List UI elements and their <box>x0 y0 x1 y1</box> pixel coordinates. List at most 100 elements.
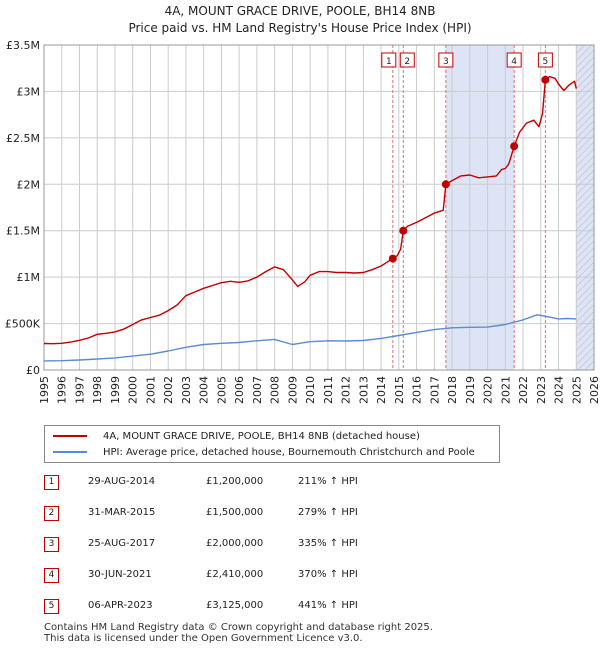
x-tick-label: 2008 <box>269 376 282 404</box>
property-series-line <box>43 75 577 345</box>
sale-number-label: 1 <box>386 57 392 67</box>
x-tick-label: 1995 <box>38 376 51 404</box>
sale-number-box <box>537 52 553 68</box>
legend-item-hpi: HPI: Average price, detached house, Bour… <box>53 445 475 459</box>
sale-number-label: 2 <box>404 57 410 67</box>
shaded-region <box>445 45 515 370</box>
x-tick-label: 2010 <box>304 376 317 404</box>
y-tick-label: £500K <box>5 318 41 331</box>
x-tick-label: 2003 <box>180 376 193 404</box>
x-tick-label: 2024 <box>553 376 566 404</box>
footer-line-2: This data is licensed under the Open Gov… <box>44 633 363 644</box>
sale-hpi-change: 335% ↑ HPI <box>298 538 358 549</box>
sale-number-badge: 5 <box>44 599 59 614</box>
y-tick-label: £0 <box>26 364 40 377</box>
x-tick-label: 2000 <box>127 376 140 404</box>
sale-date: 30-JUN-2021 <box>88 569 152 580</box>
sale-row: 3 25-AUG-2017 £2,000,000 335% ↑ HPI <box>44 537 464 555</box>
y-tick-label: £1M <box>17 271 41 284</box>
sale-date: 25-AUG-2017 <box>88 538 156 549</box>
x-tick-label: 2016 <box>411 376 424 404</box>
sale-row: 5 06-APR-2023 £3,125,000 441% ↑ HPI <box>44 599 464 617</box>
x-tick-label: 2006 <box>233 376 246 404</box>
future-hatch-region <box>576 45 594 370</box>
y-tick-label: £2.5M <box>6 132 40 145</box>
sale-hpi-change: 441% ↑ HPI <box>298 600 358 611</box>
sale-point <box>510 142 519 151</box>
chart-legend: 4A, MOUNT GRACE DRIVE, POOLE, BH14 8NB (… <box>44 425 500 463</box>
price-chart: 1 2 3 4 5 £0 £500K £1M £1.5M £2M £2.5M £3M £3.5M 1995… <box>5 39 600 404</box>
x-tick-label: 2007 <box>251 376 264 404</box>
x-tick-label: 2022 <box>517 376 530 404</box>
x-tick-label: 2021 <box>499 376 512 404</box>
sale-point <box>399 226 408 235</box>
y-tick-label: £3.5M <box>6 39 40 52</box>
x-tick-label: 2015 <box>393 376 406 404</box>
x-tick-label: 2019 <box>464 376 477 404</box>
x-tick-label: 2011 <box>322 376 335 404</box>
sale-price: £1,200,000 <box>206 476 264 487</box>
sale-number-label: 5 <box>543 57 549 67</box>
sale-number-box <box>438 52 454 68</box>
legend-item-property: 4A, MOUNT GRACE DRIVE, POOLE, BH14 8NB (… <box>53 429 420 443</box>
sale-hpi-change: 211% ↑ HPI <box>298 476 358 487</box>
hpi-series-line <box>43 314 577 362</box>
sale-number-box <box>381 52 397 68</box>
x-tick-label: 2026 <box>588 376 600 404</box>
sale-price: £2,410,000 <box>206 569 264 580</box>
x-tick-label: 1996 <box>56 376 69 404</box>
x-tick-label: 2004 <box>198 376 211 404</box>
x-tick-label: 2013 <box>357 376 370 404</box>
x-tick-label: 2005 <box>215 376 228 404</box>
sale-price: £1,500,000 <box>206 507 264 518</box>
sale-hpi-change: 279% ↑ HPI <box>298 507 358 518</box>
footer-attribution: Contains HM Land Registry data © Crown c… <box>44 622 433 644</box>
x-tick-label: 2025 <box>570 376 583 404</box>
sale-row: 4 30-JUN-2021 £2,410,000 370% ↑ HPI <box>44 568 464 586</box>
x-tick-label: 2001 <box>144 376 157 404</box>
chart-title: 4A, MOUNT GRACE DRIVE, POOLE, BH14 8NB <box>164 4 436 18</box>
sale-number-marker: 3 <box>438 52 454 68</box>
legend-swatch-hpi <box>53 451 87 453</box>
sale-hpi-change: 370% ↑ HPI <box>298 569 358 580</box>
x-tick-label: 2020 <box>482 376 495 404</box>
x-tick-label: 2017 <box>428 376 441 404</box>
x-tick-label: 2014 <box>375 376 388 404</box>
legend-swatch-property <box>53 435 87 437</box>
x-tick-label: 1999 <box>109 376 122 404</box>
y-tick-label: £1.5M <box>6 225 40 238</box>
sale-point <box>388 254 397 263</box>
sale-date: 29-AUG-2014 <box>88 476 156 487</box>
plot-border <box>43 44 595 371</box>
x-tick-label: 2002 <box>162 376 175 404</box>
x-tick-label: 2009 <box>286 376 299 404</box>
x-tick-label: 2012 <box>340 376 353 404</box>
sale-number-marker: 2 <box>399 52 415 68</box>
sale-row: 2 31-MAR-2015 £1,500,000 279% ↑ HPI <box>44 506 464 524</box>
sale-number-badge: 2 <box>44 506 59 521</box>
chart-subtitle: Price paid vs. HM Land Registry's House … <box>128 21 472 35</box>
y-tick-label: £2M <box>17 178 41 191</box>
footer-line-1: Contains HM Land Registry data © Crown c… <box>44 622 433 633</box>
sale-price: £3,125,000 <box>206 600 264 611</box>
legend-label-property: 4A, MOUNT GRACE DRIVE, POOLE, BH14 8NB (… <box>103 430 420 442</box>
x-tick-label: 1997 <box>73 376 86 404</box>
sale-number-label: 4 <box>511 57 517 67</box>
sale-number-box <box>399 52 415 68</box>
sale-number-box <box>506 52 522 68</box>
sale-number-badge: 1 <box>44 475 59 490</box>
sale-number-label: 3 <box>443 57 449 67</box>
y-tick-label: £3M <box>17 85 41 98</box>
sale-price: £2,000,000 <box>206 538 264 549</box>
sale-date: 06-APR-2023 <box>88 600 153 611</box>
sale-number-badge: 4 <box>44 568 59 583</box>
x-tick-label: 2018 <box>446 376 459 404</box>
sale-date: 31-MAR-2015 <box>88 507 156 518</box>
sale-point <box>541 75 550 84</box>
sale-number-marker: 1 <box>381 52 397 68</box>
sale-number-badge: 3 <box>44 537 59 552</box>
x-tick-label: 1998 <box>91 376 104 404</box>
sale-number-marker: 4 <box>506 52 522 68</box>
sale-point <box>441 180 450 189</box>
sale-row: 1 29-AUG-2014 £1,200,000 211% ↑ HPI <box>44 475 464 493</box>
